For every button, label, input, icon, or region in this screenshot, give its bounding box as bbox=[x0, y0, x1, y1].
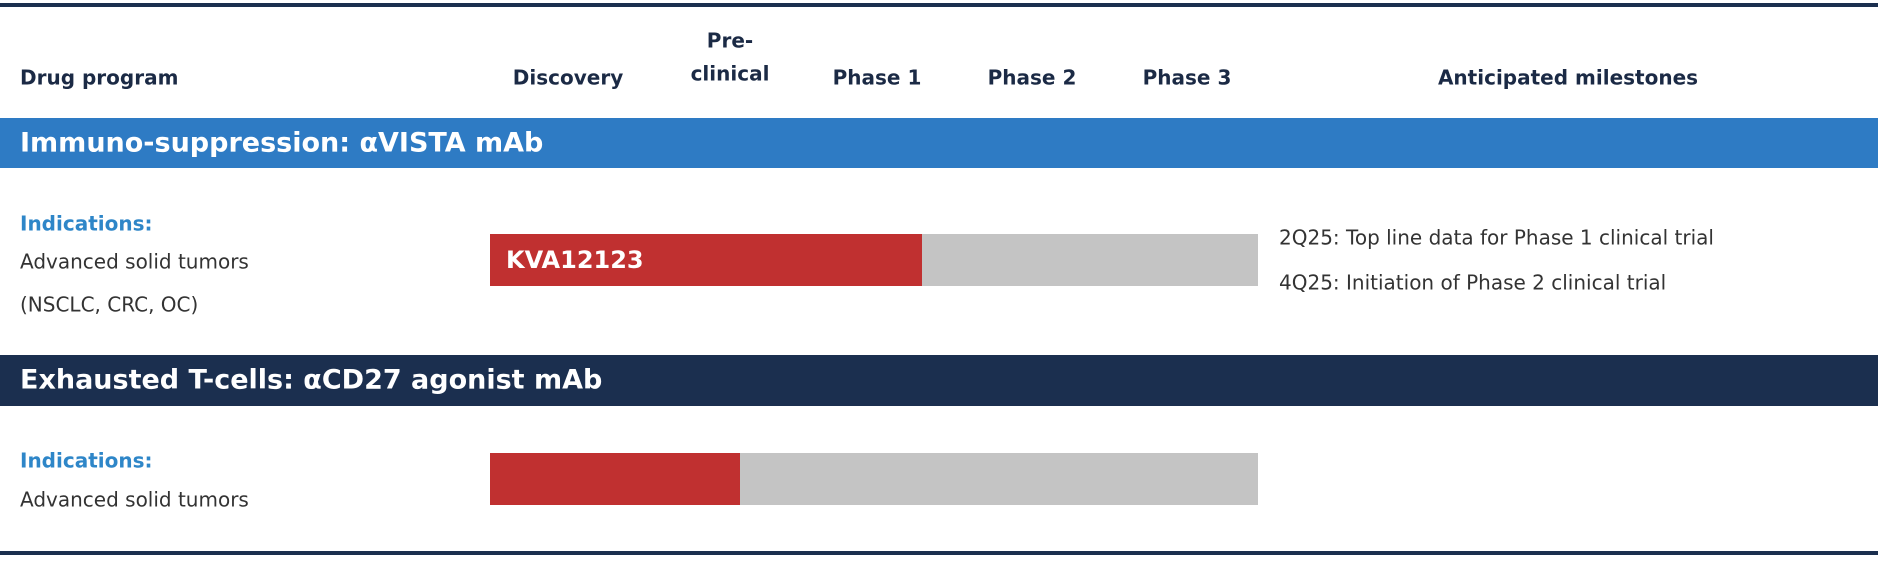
section-title: Immuno-suppression: αVISTA mAb bbox=[20, 128, 543, 159]
column-header: Pre- bbox=[707, 29, 753, 53]
column-header: Phase 2 bbox=[988, 66, 1077, 90]
indication: Advanced solid tumors bbox=[20, 250, 249, 274]
column-header: Drug program bbox=[20, 66, 178, 90]
section-band bbox=[0, 118, 1878, 168]
column-header: clinical bbox=[691, 62, 770, 86]
milestone: 4Q25: Initiation of Phase 2 clinical tri… bbox=[1279, 271, 1666, 295]
column-header: Phase 3 bbox=[1143, 66, 1232, 90]
milestone: 2Q25: Top line data for Phase 1 clinical… bbox=[1279, 226, 1714, 250]
indications-label: Indications: bbox=[20, 212, 153, 236]
indication: Advanced solid tumors bbox=[20, 488, 249, 512]
drug-name: KVA12123 bbox=[506, 246, 644, 274]
indication: (NSCLC, CRC, OC) bbox=[20, 293, 198, 317]
progress-bar bbox=[490, 453, 740, 505]
bottom-rule bbox=[0, 551, 1878, 555]
column-header: Anticipated milestones bbox=[1438, 66, 1698, 90]
progress-bar bbox=[490, 234, 922, 286]
indications-label: Indications: bbox=[20, 449, 153, 473]
column-header: Discovery bbox=[513, 66, 623, 90]
section-band bbox=[0, 355, 1878, 406]
column-header: Phase 1 bbox=[833, 66, 922, 90]
section-title: Exhausted T-cells: αCD27 agonist mAb bbox=[20, 365, 602, 396]
top-rule bbox=[0, 3, 1878, 7]
